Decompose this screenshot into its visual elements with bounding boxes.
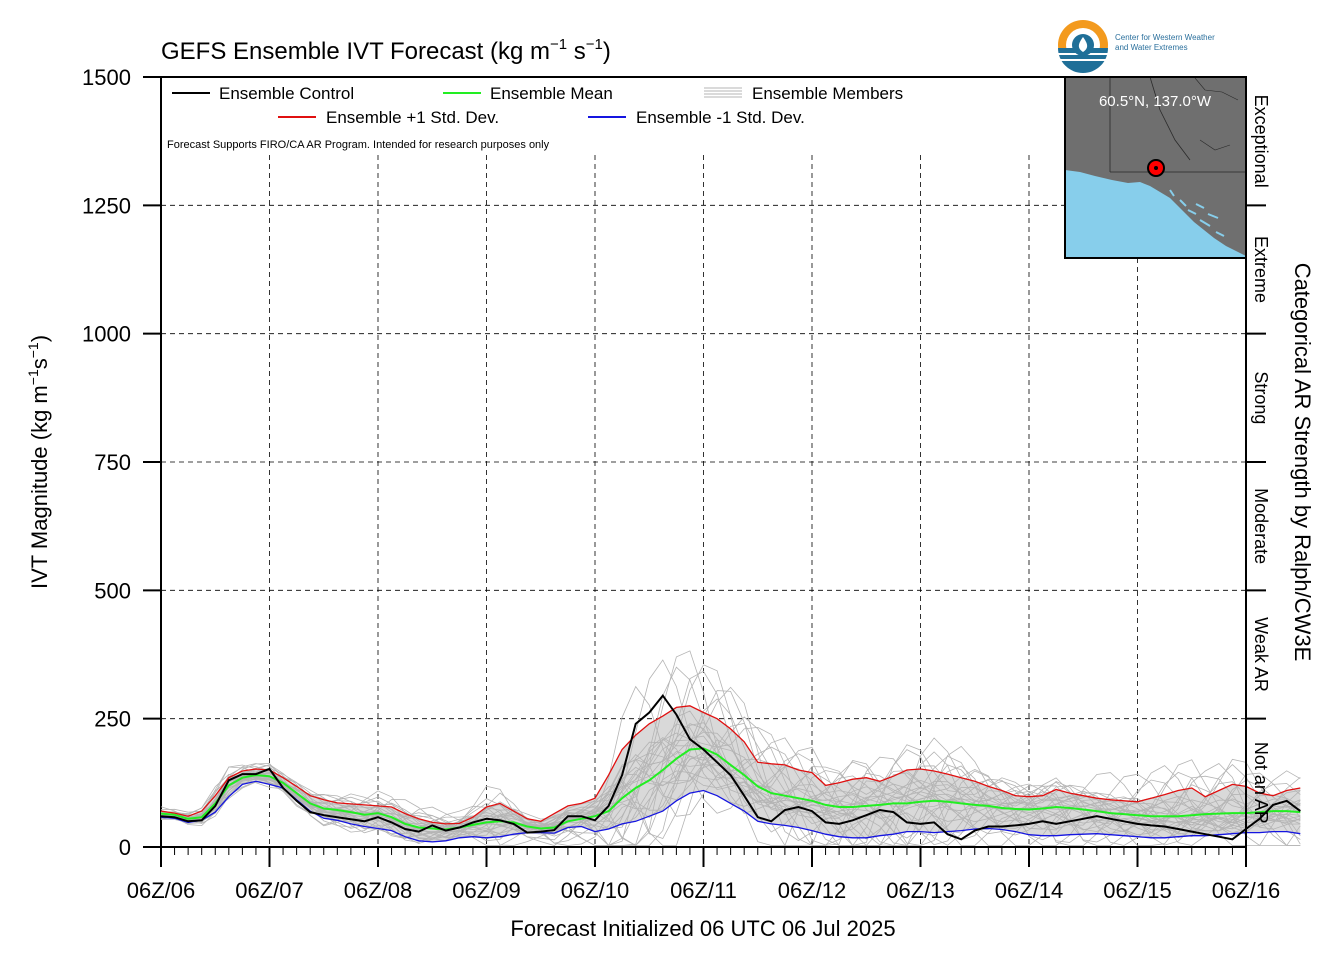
member-line [160, 685, 1301, 846]
svg-text:Center for Western Weather: Center for Western Weather [1115, 33, 1215, 42]
cw3e-logo: Center for Western Weather and Water Ext… [1058, 20, 1215, 73]
legend-members-swatch [704, 87, 742, 98]
x-tick-label: 06Z/07 [235, 878, 304, 903]
x-tick-label: 06Z/10 [561, 878, 630, 903]
x-tick-label: 06Z/12 [778, 878, 847, 903]
member-line [160, 670, 1301, 846]
y-axis-label: IVT Magnitude (kg m−1s−1) [25, 335, 52, 589]
series-lines [160, 693, 1301, 843]
x-tick-label: 06Z/06 [127, 878, 196, 903]
y-tick-label: 750 [94, 450, 131, 475]
svg-text:and Water Extremes: and Water Extremes [1115, 43, 1188, 52]
x-tick-label: 06Z/15 [1103, 878, 1172, 903]
category-label: Not an AR [1251, 742, 1271, 824]
category-label: Moderate [1251, 488, 1271, 564]
y-tick-label: 1250 [82, 193, 131, 218]
member-line [160, 754, 1301, 846]
inset-map: 60.5°N, 137.0°W [1064, 76, 1247, 259]
legend-members: Ensemble Members [752, 84, 903, 103]
member-line [160, 698, 1301, 846]
gridlines [161, 155, 1246, 847]
x-tick-label: 06Z/16 [1212, 878, 1281, 903]
series-plus-sd [160, 705, 1301, 825]
x-tick-label: 06Z/13 [886, 878, 955, 903]
program-note: Forecast Supports FIRO/CA AR Program. In… [167, 139, 550, 151]
y-axis: 0 250 500 750 1000 1250 1500 [82, 65, 161, 860]
x-axis-label: Forecast Initialized 06 UTC 06 Jul 2025 [510, 916, 895, 941]
x-tick-label: 06Z/08 [344, 878, 413, 903]
series-mean [160, 747, 1301, 831]
x-axis: 06Z/06 06Z/07 06Z/08 06Z/09 06Z/10 06Z/11 06Z/… [127, 847, 1281, 903]
category-axis: Not an AR Weak AR Moderate Strong Extreme Exc… [1246, 95, 1271, 824]
chart-title: GEFS Ensemble IVT Forecast (kg m−1 s−1) [161, 36, 611, 65]
inset-location: 60.5°N, 137.0°W [1099, 93, 1212, 110]
legend-control: Ensemble Control [219, 84, 354, 103]
member-line [160, 752, 1301, 834]
legend-plus-sd: Ensemble +1 Std. Dev. [326, 108, 499, 127]
legend-minus-sd: Ensemble -1 Std. Dev. [636, 108, 805, 127]
category-axis-label: Categorical AR Strength by Ralph/CW3E [1290, 263, 1315, 662]
member-line [160, 746, 1301, 846]
y-tick-label: 250 [94, 707, 131, 732]
x-tick-label: 06Z/14 [995, 878, 1064, 903]
member-line [160, 710, 1301, 846]
member-line [160, 735, 1301, 846]
x-tick-label: 06Z/11 [670, 878, 737, 903]
category-label: Exceptional [1251, 95, 1271, 188]
legend: Ensemble Control Ensemble Mean Ensemble … [172, 84, 903, 127]
series-minus-sd [160, 780, 1301, 843]
x-tick-label: 06Z/09 [452, 878, 521, 903]
y-tick-label: 500 [94, 578, 131, 603]
category-label: Strong [1251, 371, 1271, 424]
series-control [160, 693, 1301, 841]
legend-mean: Ensemble Mean [490, 84, 613, 103]
member-line [160, 752, 1301, 833]
y-tick-label: 0 [119, 835, 131, 860]
ensemble-members [160, 650, 1301, 846]
y-tick-label: 1000 [82, 322, 131, 347]
category-label: Extreme [1251, 236, 1271, 303]
y-tick-label: 1500 [82, 65, 131, 90]
category-label: Weak AR [1251, 617, 1271, 692]
